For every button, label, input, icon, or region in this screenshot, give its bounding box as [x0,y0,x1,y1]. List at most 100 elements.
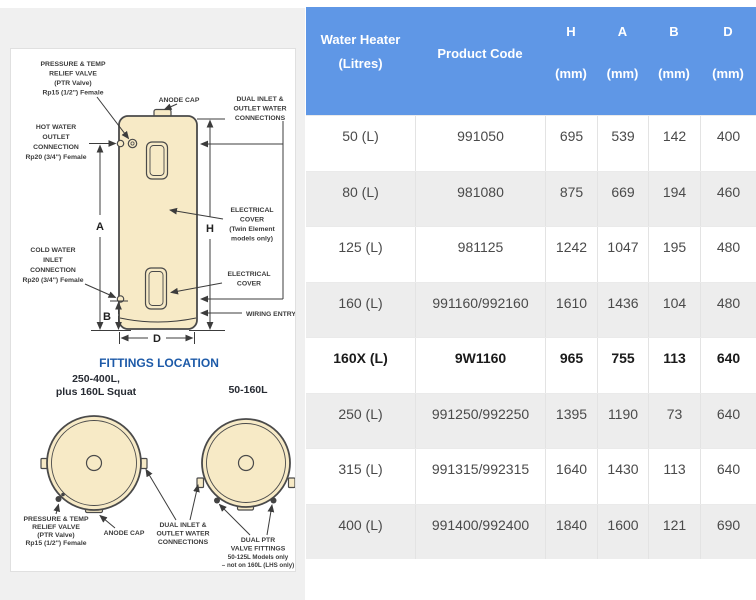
header-water-heater: Water Heater (Litres) [306,7,415,115]
cell-litres: 80 (L) [342,183,379,200]
cell-litres: 400 (L) [338,516,383,533]
svg-text:CONNECTION: CONNECTION [30,267,76,274]
dim-b-label: B [103,311,111,323]
ptr-valve-fitting-inner [130,141,135,146]
hot-water-outlet-fitting [116,139,125,148]
table-row-160xl: 160X (L) 9W1160 965 755 113 640 [306,337,756,393]
ptr-fitting-right-circle-left [214,497,220,504]
fittings-location-heading: FITTINGS LOCATION [99,356,219,370]
svg-text:COVER: COVER [237,281,261,288]
dim-a-label: A [96,221,104,233]
cell-litres: 250 (L) [338,405,383,422]
svg-text:Rp15 (1/2") Female: Rp15 (1/2") Female [25,540,86,547]
svg-text:VALVE FITTINGS: VALVE FITTINGS [231,546,286,553]
cell-a: 1430 [597,449,648,504]
cell-a: 1600 [597,504,648,559]
svg-text:CONNECTIONS: CONNECTIONS [235,115,286,122]
header-product-code: Product Code [437,46,523,61]
table-row-125l: 125 (L) 981125 1242 1047 195 480 [306,226,756,282]
fittings-diagram: A B H D [22,61,295,569]
front-view-labels: PRESSURE & TEMP RELIEF VALVE (PTR Valve)… [22,61,295,318]
dual-ptr-fittings-label: DUAL PTR [241,537,275,544]
table-row-80l: 80 (L) 981080 875 669 194 460 [306,170,756,226]
hot-water-outlet-label: HOT WATER [36,124,76,131]
cell-d: 480 [700,227,756,282]
cell-d: 640 [700,338,756,393]
cell-code: 991250/992250 [415,393,545,448]
fittings-location-section: FITTINGS LOCATION 250-400L, plus 160L Sq… [24,356,295,569]
cell-a: 1190 [597,393,648,448]
dimension-lines: A B H D [91,118,284,345]
cell-code: 9W1160 [415,338,545,393]
cell-a: 539 [597,116,648,171]
upper-electrical-cover-inner [149,145,165,176]
cell-d: 690 [700,504,756,559]
svg-text:plus 160L Squat: plus 160L Squat [56,386,137,398]
tank-top-view-250-400 [40,415,148,514]
cell-b: 195 [648,227,700,282]
ptr-fitting-left-circle [55,496,62,502]
lower-electrical-cover [144,267,168,310]
svg-text:COVER: COVER [240,217,264,224]
cell-code: 991050 [415,116,545,171]
circle1-label: 250-400L, [72,373,120,385]
electrical-cover-label: ELECTRICAL [227,271,270,278]
cell-litres: 50 (L) [342,128,379,144]
ptr-fitting-right-circle-right [270,497,277,504]
svg-text:(Twin Element: (Twin Element [229,226,275,233]
cell-b: 113 [648,449,700,504]
cell-code: 991315/992315 [415,449,545,504]
anode-cap-bottom-label: ANODE CAP [104,530,145,537]
cell-b: 104 [648,282,700,337]
cell-d: 640 [700,449,756,504]
header-h: H (mm) [555,24,587,81]
table-row-160l: 160 (L) 991160/992160 1610 1436 104 480 [306,281,756,337]
cell-code: 991400/992400 [415,504,545,559]
tank-base-rim [119,317,197,323]
cell-a: 755 [597,338,648,393]
cell-h: 875 [545,171,597,226]
cell-b: 142 [648,116,700,171]
tank-body [118,115,198,330]
svg-text:OUTLET: OUTLET [42,134,70,141]
cell-d: 480 [700,282,756,337]
svg-text:Rp20 (3/4") Female: Rp20 (3/4") Female [25,154,86,161]
svg-text:Rp15 (1/2") Female: Rp15 (1/2") Female [42,90,103,97]
svg-text:(PTR Valve): (PTR Valve) [54,80,91,87]
cell-h: 1242 [545,227,597,282]
header-water-heater-line1: Water Heater [320,32,401,47]
cell-b: 194 [648,171,700,226]
cell-h: 1840 [545,504,597,559]
svg-text:OUTLET WATER: OUTLET WATER [233,106,286,113]
cell-d: 460 [700,171,756,226]
svg-text:RELIEF VALVE: RELIEF VALVE [49,71,97,78]
dim-h-label: H [206,223,214,235]
cell-litres: 160 (L) [338,294,383,311]
table-row-250l: 250 (L) 991250/992250 1395 1190 73 640 [306,392,756,448]
svg-text:50-125L Models only: 50-125L Models only [228,554,289,561]
cell-code: 981125 [415,227,545,282]
svg-text:RELIEF VALVE: RELIEF VALVE [32,524,80,531]
dim-d-label: D [153,333,161,345]
cell-h: 695 [545,116,597,171]
cell-d: 640 [700,393,756,448]
anode-cap-label: ANODE CAP [159,97,200,104]
tank-front-view [116,108,198,330]
cell-a: 669 [597,171,648,226]
circle2-label: 50-160L [228,384,268,396]
cell-h: 1610 [545,282,597,337]
cell-h: 1395 [545,393,597,448]
cell-h: 965 [545,338,597,393]
svg-text:(PTR Valve): (PTR Valve) [37,532,74,539]
cell-h: 1640 [545,449,597,504]
cell-b: 121 [648,504,700,559]
tank-top-view-50-160 [196,418,295,511]
svg-text:CONNECTIONS: CONNECTIONS [158,539,209,546]
ptr-valve-bottom-label: PRESSURE & TEMP [24,516,89,523]
fittings-diagram-box: A B H D [10,48,296,572]
svg-text:models only): models only) [231,236,273,243]
lower-electrical-cover-inner [148,271,164,306]
header-d: D (mm) [712,24,744,81]
header-b: B (mm) [658,24,690,81]
table-row-400l: 400 (L) 991400/992400 1840 1600 121 690 [306,503,756,559]
